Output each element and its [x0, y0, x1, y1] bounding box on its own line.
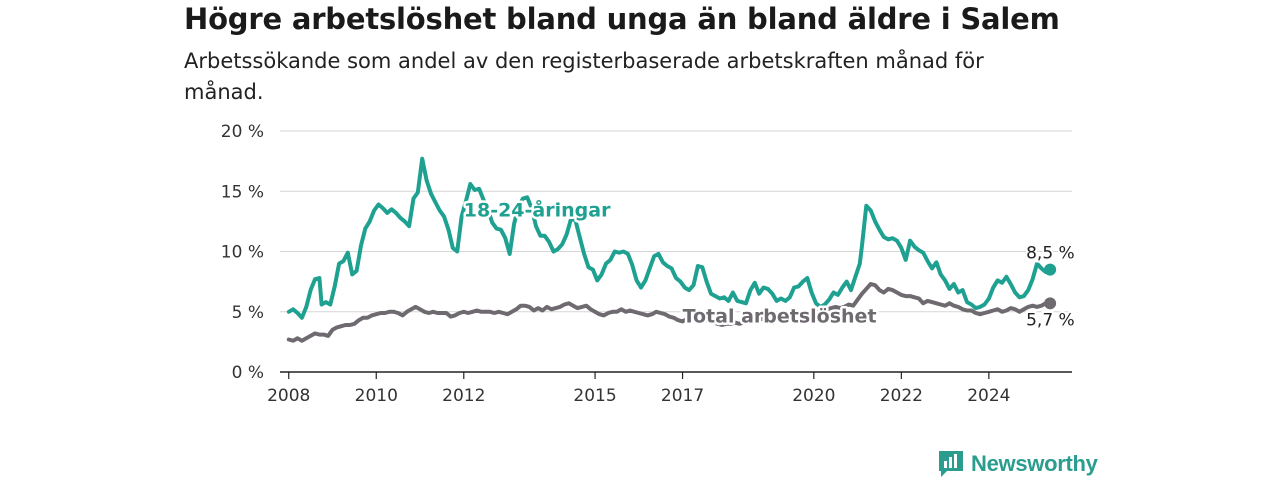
bar-chart-icon — [939, 451, 963, 477]
x-tick-label: 2022 — [880, 386, 923, 406]
brand-logo: Newsworthy — [937, 449, 1098, 479]
x-tick-label: 2012 — [442, 386, 485, 406]
y-tick-label: 5 % — [232, 303, 264, 323]
x-tick-label: 2015 — [573, 386, 616, 406]
series-end-label: 5,7 % — [1026, 310, 1075, 330]
x-tick-label: 2024 — [967, 386, 1010, 406]
brand-name: Newsworthy — [971, 451, 1098, 476]
y-tick-label: 20 % — [221, 122, 264, 142]
series-end-point — [1044, 263, 1057, 276]
x-tick-label: 2010 — [355, 386, 398, 406]
y-tick-label: 0 % — [232, 363, 264, 383]
x-tick-label: 2008 — [267, 386, 310, 406]
chart-title: Högre arbetslöshet bland unga än bland ä… — [184, 2, 1060, 36]
series-label: Total arbetslöshet — [683, 306, 877, 328]
x-tick-label: 2020 — [792, 386, 835, 406]
series-end-point — [1044, 297, 1057, 310]
series-line — [286, 156, 1053, 320]
series-label: 18-24-åringar — [464, 198, 611, 222]
x-tick-label: 2017 — [661, 386, 704, 406]
series-end-label: 8,5 % — [1026, 244, 1075, 264]
y-tick-label: 10 % — [221, 243, 264, 263]
y-tick-label: 15 % — [221, 182, 264, 202]
series-line — [286, 282, 1053, 343]
chart-subtitle: Arbetssökande som andel av den registerb… — [184, 49, 984, 104]
